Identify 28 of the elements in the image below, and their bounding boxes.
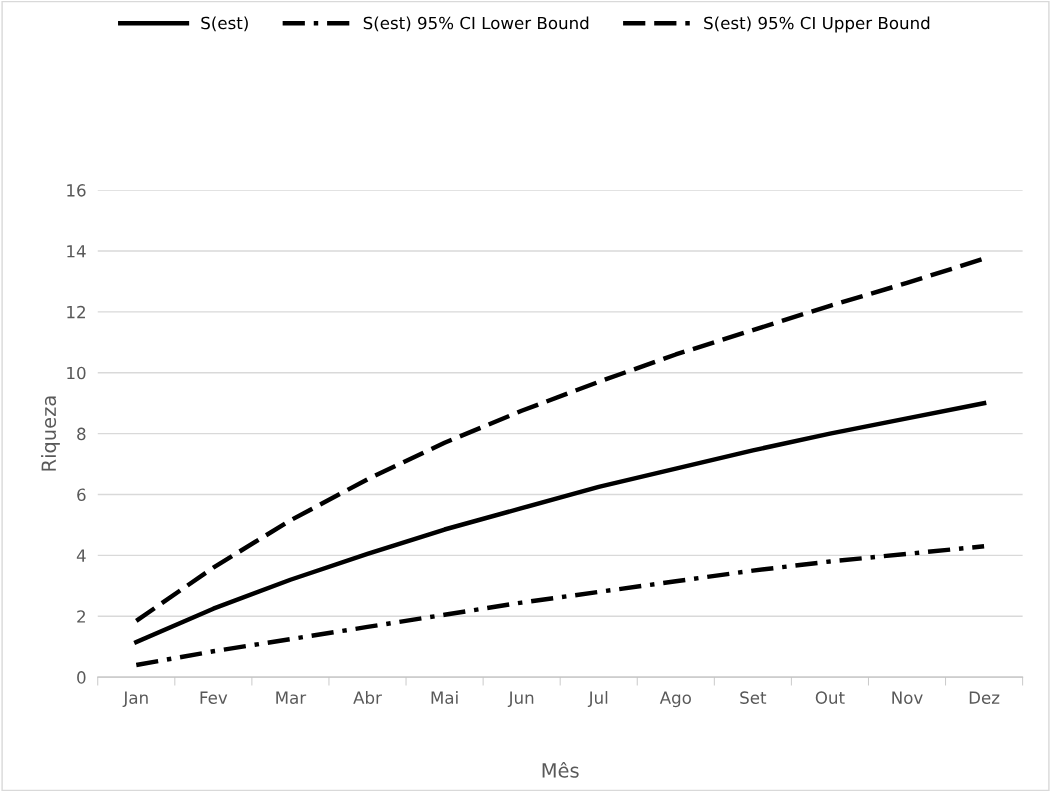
x-tick-label: Jul: [587, 691, 608, 708]
x-tick-label: Fev: [200, 691, 228, 704]
y-tick-label: 4: [76, 549, 86, 562]
line-series: [134, 544, 987, 668]
y-tick-label: 16: [67, 184, 86, 197]
y-tick-label: 0: [77, 671, 86, 684]
x-axis-title: Mês: [542, 761, 579, 778]
legend-label: S(est): [201, 16, 248, 32]
x-tick-label: Out: [815, 691, 845, 704]
x-tick-label: Set: [740, 691, 767, 704]
legend-label: S(est) 95% CI Upper Bound: [704, 16, 930, 33]
x-tick-label: Ago: [659, 691, 691, 708]
y-tick-label: 14: [67, 245, 86, 258]
y-tick-label: 6: [77, 488, 86, 502]
x-tick-label: Dez: [969, 691, 1000, 704]
y-tick-label: 8: [77, 427, 86, 441]
x-tick-label: Abr: [353, 691, 382, 704]
x-tick-label: Jun: [507, 691, 534, 708]
x-tick-label: Mar: [276, 691, 307, 704]
y-tick-label: 10: [67, 366, 86, 380]
y-axis-title: Riqueza: [41, 396, 60, 471]
line-series: [134, 400, 987, 645]
y-tick-label: 12: [67, 305, 85, 319]
x-tick-label: Jan: [122, 691, 148, 708]
legend-label: S(est) 95% CI Lower Bound: [363, 16, 589, 32]
y-tick-label: 2: [77, 610, 85, 623]
x-tick-label: Nov: [892, 691, 923, 704]
x-tick-label: Mai: [431, 691, 458, 704]
